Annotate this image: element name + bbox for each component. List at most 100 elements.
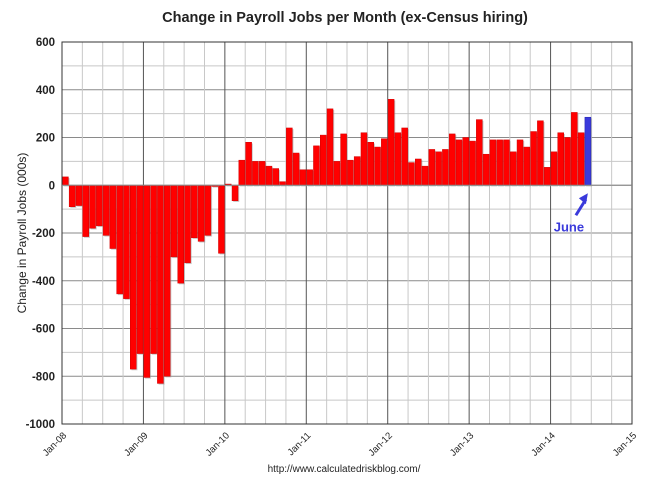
bar [564,137,571,186]
x-tick-label: Jan-10 [204,430,232,458]
x-tick-label: Jan-13 [448,430,476,458]
y-tick-label: -1000 [26,419,55,431]
bar [177,185,184,284]
bar [523,146,531,186]
bar [136,185,144,354]
bar [462,137,469,186]
bar [109,185,117,249]
bar [265,165,273,186]
bar [75,185,83,206]
bar [448,133,456,186]
bar [394,132,402,186]
y-tick-label: 600 [36,37,55,49]
bar [421,165,429,186]
bar [374,146,381,186]
source-url: http://www.calculatedriskblog.com/ [268,464,421,475]
x-tick-label: Jan-15 [611,430,639,458]
bar [550,151,558,186]
bar [197,185,205,242]
bar [204,185,212,236]
bar [360,132,368,186]
bar [191,185,198,239]
bar [68,185,76,207]
bar [435,151,442,186]
chart-title: Change in Payroll Jobs per Month (ex-Cen… [162,10,528,26]
bar [238,159,246,186]
bar [292,152,300,186]
bar-shadow [212,186,219,188]
y-tick-label: 200 [36,133,55,145]
bar [279,181,286,186]
bar [387,99,395,186]
bar [157,185,164,384]
bar [102,185,110,236]
x-tick-label: Jan-09 [122,430,150,458]
bar [469,140,476,186]
bar [320,134,327,186]
y-tick-label: -600 [32,324,55,336]
y-axis-label: Change in Payroll Jobs (000s) [15,153,29,314]
bar [313,145,320,186]
annotation-label: June [554,219,584,234]
bar [258,161,266,186]
bar [415,158,422,186]
bar [163,185,171,377]
bar [476,119,483,186]
bar [218,185,225,254]
bar [347,159,354,186]
bar [130,185,137,370]
bar [170,185,178,258]
annotation-arrow-head [578,193,588,205]
bar [89,185,96,229]
bar [150,185,157,354]
x-tick-label: Jan-08 [41,430,69,458]
bar [455,139,463,186]
bar [543,167,551,186]
bar [367,142,374,186]
bar [489,139,497,186]
bar [333,161,341,186]
bar [537,120,544,186]
bar [143,185,151,378]
bar [123,185,130,299]
y-tick-label: -400 [32,276,55,288]
bar [516,139,524,186]
bar [252,161,259,186]
bar [503,139,510,186]
bar [482,153,490,186]
y-tick-label: 0 [49,180,55,192]
bar [496,139,503,186]
bar [408,162,415,186]
bar [442,149,449,186]
y-tick-label: -200 [32,228,55,240]
bar [557,132,564,186]
bar [299,169,307,186]
bar [306,169,313,186]
bar-shadow [226,185,233,187]
bar [530,131,537,186]
bar [510,151,517,186]
bar [340,133,347,186]
bar [353,156,361,186]
bar [231,185,239,202]
bar [381,138,388,186]
bar [62,176,69,186]
plot-border [61,41,633,425]
bar [116,185,123,295]
bar [286,127,293,186]
x-tick-label: Jan-12 [367,430,395,458]
bar [272,168,279,186]
bar [428,149,436,186]
bar [577,132,585,186]
bar [184,185,191,264]
bar [96,185,103,227]
bar [82,185,89,237]
y-tick-label: 400 [36,85,55,97]
x-tick-label: Jan-11 [286,430,314,458]
bar [571,112,578,186]
y-tick-label: -800 [32,371,55,383]
bar [245,142,252,186]
bar [326,108,334,186]
